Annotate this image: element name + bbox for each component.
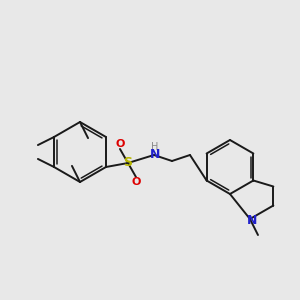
Text: N: N <box>150 148 160 161</box>
Text: O: O <box>131 177 141 187</box>
Text: H: H <box>151 142 159 152</box>
Text: O: O <box>115 139 125 149</box>
Text: N: N <box>247 214 257 226</box>
Text: S: S <box>124 157 133 169</box>
